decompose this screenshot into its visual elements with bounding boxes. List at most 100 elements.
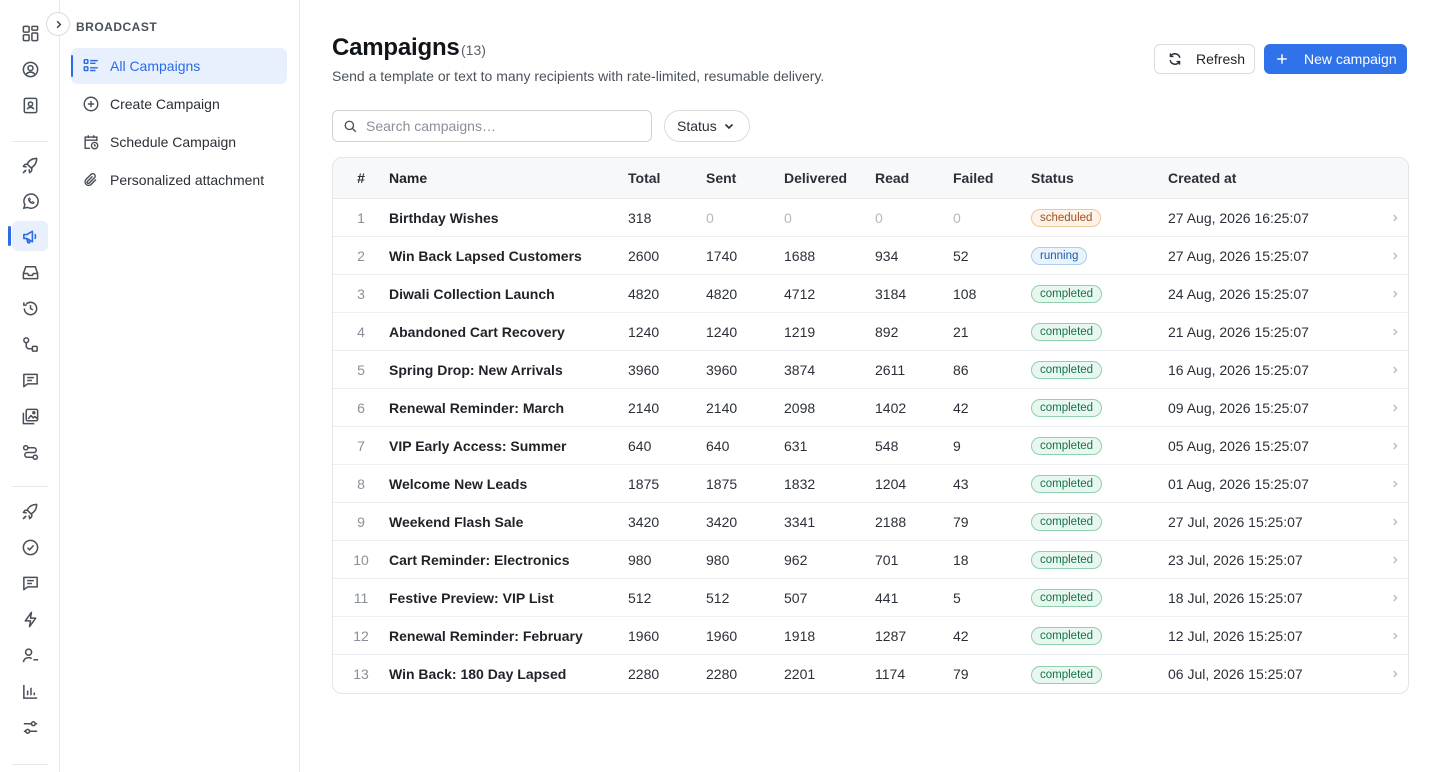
subnav-item-all-campaigns[interactable]: All Campaigns bbox=[71, 48, 287, 84]
total-count: 3960 bbox=[628, 361, 660, 378]
total-count: 1960 bbox=[628, 627, 660, 644]
user-circle-icon[interactable] bbox=[12, 54, 48, 84]
table-row[interactable]: 13 Win Back: 180 Day Lapsed 2280 2280 2201 11… bbox=[333, 655, 1408, 693]
whatsapp-icon[interactable] bbox=[12, 186, 48, 216]
row-chevron-button[interactable] bbox=[1382, 669, 1408, 679]
chevron-right-icon bbox=[1393, 442, 1398, 449]
status-cell: completed bbox=[1031, 436, 1168, 455]
subnav-item-personalized-attachment[interactable]: Personalized attachment bbox=[71, 162, 287, 198]
table-row[interactable]: 4 Abandoned Cart Recovery 1240 1240 1219 892 2… bbox=[333, 313, 1408, 351]
megaphone-icon[interactable] bbox=[8, 221, 48, 251]
total-count: 4820 bbox=[628, 285, 660, 302]
column-header: Failed bbox=[953, 170, 994, 186]
chevron-right-icon bbox=[1393, 670, 1398, 678]
dashboard-icon[interactable] bbox=[12, 18, 48, 48]
chevron-right-icon bbox=[1393, 518, 1398, 525]
bolt-icon[interactable] bbox=[12, 604, 48, 634]
message-icon[interactable] bbox=[12, 365, 48, 395]
check-circle-icon[interactable] bbox=[12, 532, 48, 562]
chevron-right-icon bbox=[1393, 328, 1398, 335]
delivered-count: 1832 bbox=[784, 475, 816, 492]
campaign-name: Win Back Lapsed Customers bbox=[389, 247, 582, 264]
rocket-icon[interactable] bbox=[12, 150, 48, 180]
history-icon[interactable] bbox=[12, 293, 48, 323]
new-campaign-button[interactable]: New campaign bbox=[1264, 44, 1407, 74]
table-row[interactable]: 10 Cart Reminder: Electronics 980 980 962 701… bbox=[333, 541, 1408, 579]
gallery-icon[interactable] bbox=[12, 401, 48, 431]
flow-icon[interactable] bbox=[12, 329, 48, 359]
row-chevron-button[interactable] bbox=[1382, 213, 1408, 223]
row-chevron-button[interactable] bbox=[1382, 289, 1408, 299]
delivered-count: 2098 bbox=[784, 399, 816, 416]
row-chevron-button[interactable] bbox=[1382, 555, 1408, 565]
table-row[interactable]: 3 Diwali Collection Launch 4820 4820 4712 318… bbox=[333, 275, 1408, 313]
row-chevron-button[interactable] bbox=[1382, 517, 1408, 527]
read-count: 0 bbox=[875, 209, 883, 226]
read-count: 2611 bbox=[875, 361, 906, 378]
refresh-button[interactable]: Refresh bbox=[1154, 44, 1255, 74]
row-chevron-button[interactable] bbox=[1382, 593, 1408, 603]
read-count: 441 bbox=[875, 589, 899, 606]
row-number: 9 bbox=[357, 513, 365, 530]
row-chevron-button[interactable] bbox=[1382, 403, 1408, 413]
chat-icon[interactable] bbox=[12, 568, 48, 598]
row-chevron-button[interactable] bbox=[1382, 251, 1408, 261]
search-icon bbox=[344, 120, 357, 132]
status-cell: running bbox=[1031, 246, 1168, 265]
inbox-icon[interactable] bbox=[12, 257, 48, 287]
subnav-item-schedule-campaign[interactable]: Schedule Campaign bbox=[71, 124, 287, 160]
created-at: 06 Jul, 2026 15:25:07 bbox=[1168, 666, 1303, 682]
subnav-item-label: All Campaigns bbox=[110, 58, 201, 74]
delivered-count: 4712 bbox=[784, 285, 816, 302]
broadcast-subnav: BROADCAST All Campaigns Create Campaign … bbox=[46, 0, 300, 772]
collapse-sidebar-button[interactable] bbox=[46, 12, 70, 36]
route-icon[interactable] bbox=[12, 437, 48, 467]
campaign-name: Cart Reminder: Electronics bbox=[389, 551, 570, 568]
table-row[interactable]: 8 Welcome New Leads 1875 1875 1832 1204 43 comp… bbox=[333, 465, 1408, 503]
created-at: 01 Aug, 2026 15:25:07 bbox=[1168, 475, 1309, 492]
table-row[interactable]: 11 Festive Preview: VIP List 512 512 507 441 5… bbox=[333, 579, 1408, 617]
read-count: 1402 bbox=[875, 399, 907, 416]
row-chevron-button[interactable] bbox=[1382, 441, 1408, 451]
total-count: 1875 bbox=[628, 475, 660, 492]
total-count: 2280 bbox=[628, 666, 660, 682]
row-chevron-button[interactable] bbox=[1382, 327, 1408, 337]
status-badge: scheduled bbox=[1031, 209, 1102, 227]
table-row[interactable]: 7 VIP Early Access: Summer 640 640 631 548 9 co… bbox=[333, 427, 1408, 465]
read-count: 892 bbox=[875, 323, 899, 340]
table-body: 1 Birthday Wishes 318 0 0 0 0 scheduled 27 Aug, … bbox=[333, 199, 1408, 693]
column-header: Status bbox=[1031, 170, 1074, 186]
settings-sliders-icon[interactable] bbox=[12, 712, 48, 742]
subnav-item-create-campaign[interactable]: Create Campaign bbox=[71, 86, 287, 122]
search-input[interactable] bbox=[366, 118, 636, 134]
sent-count: 1960 bbox=[706, 627, 738, 644]
user-plus-icon[interactable] bbox=[12, 640, 48, 670]
table-row[interactable]: 1 Birthday Wishes 318 0 0 0 0 scheduled 27 Aug, … bbox=[333, 199, 1408, 237]
bar-chart-icon[interactable] bbox=[12, 676, 48, 706]
created-at: 16 Aug, 2026 15:25:07 bbox=[1168, 361, 1309, 378]
total-count: 640 bbox=[628, 437, 652, 454]
table-row[interactable]: 2 Win Back Lapsed Customers 2600 1740 1688 93… bbox=[333, 237, 1408, 275]
row-chevron-button[interactable] bbox=[1382, 365, 1408, 375]
table-row[interactable]: 9 Weekend Flash Sale 3420 3420 3341 2188 79 com… bbox=[333, 503, 1408, 541]
table-row[interactable]: 5 Spring Drop: New Arrivals 3960 3960 3874 26… bbox=[333, 351, 1408, 389]
status-badge: completed bbox=[1031, 665, 1103, 684]
status-filter-dropdown[interactable]: Status bbox=[664, 110, 750, 142]
row-chevron-button[interactable] bbox=[1382, 479, 1408, 489]
failed-count: 5 bbox=[953, 589, 961, 606]
created-at: 05 Aug, 2026 15:25:07 bbox=[1168, 437, 1309, 454]
table-row[interactable]: 12 Renewal Reminder: February 1960 1960 1918… bbox=[333, 617, 1408, 655]
paperclip-icon bbox=[84, 173, 97, 187]
rocket-icon[interactable] bbox=[12, 496, 48, 526]
search-box bbox=[332, 110, 652, 142]
page-subtitle: Send a template or text to many recipien… bbox=[332, 68, 825, 84]
column-header: Delivered bbox=[784, 170, 848, 186]
status-cell: completed bbox=[1031, 284, 1168, 303]
contact-book-icon[interactable] bbox=[12, 90, 48, 120]
row-chevron-button[interactable] bbox=[1382, 631, 1408, 641]
read-count: 1287 bbox=[875, 627, 907, 644]
failed-count: 86 bbox=[953, 361, 969, 378]
campaign-name: Birthday Wishes bbox=[389, 209, 499, 226]
table-row[interactable]: 6 Renewal Reminder: March 2140 2140 2098 1402… bbox=[333, 389, 1408, 427]
read-count: 3184 bbox=[875, 285, 907, 302]
